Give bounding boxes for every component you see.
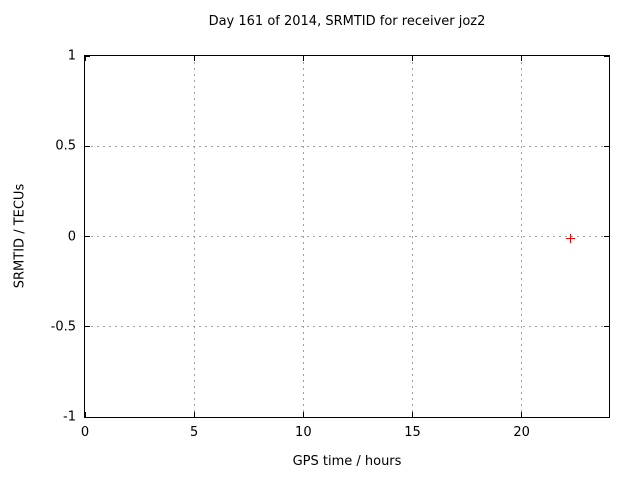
y-gridline xyxy=(85,145,609,147)
y-tick-right xyxy=(604,55,609,57)
y-tick-left xyxy=(85,326,90,328)
x-tick-label: 5 xyxy=(190,425,199,440)
x-tick-label: 0 xyxy=(80,425,90,440)
y-tick-right xyxy=(604,145,609,147)
plot-area: 0 5 10 15 20 -1 -0.5 0 0.5 1 xyxy=(51,49,610,440)
y-tick-left xyxy=(85,236,90,237)
y-tick-label: -1 xyxy=(63,409,76,425)
y-tick-right xyxy=(604,236,609,237)
x-axis-label: GPS time / hours xyxy=(292,454,402,469)
y-tick-right xyxy=(604,416,609,418)
chart-title: Day 161 of 2014, SRMTID for receiver joz… xyxy=(208,14,486,29)
y-tick-label: 1 xyxy=(67,48,76,64)
data-point-marker xyxy=(566,233,576,243)
x-tick-top xyxy=(521,56,523,61)
x-tick-label: 20 xyxy=(513,425,530,440)
y-tick-label: 0 xyxy=(67,229,76,244)
x-tick-bottom xyxy=(193,412,195,417)
x-tick-top xyxy=(193,56,195,61)
x-tick-bottom xyxy=(84,412,86,417)
x-tick-top xyxy=(302,56,304,61)
y-tick-label: 0.5 xyxy=(55,138,76,154)
y-axis-label: SRMTID / TECUs xyxy=(12,183,28,289)
y-gridline xyxy=(85,326,609,328)
x-tick-bottom xyxy=(521,412,523,417)
y-tick-left xyxy=(85,55,90,57)
x-tick-bottom xyxy=(412,412,413,417)
x-tick-top xyxy=(84,56,86,61)
x-tick-label: 10 xyxy=(295,425,312,440)
y-tick-right xyxy=(604,326,609,328)
x-tick-bottom xyxy=(302,412,304,417)
y-gridline xyxy=(85,236,609,237)
y-tick-left xyxy=(85,416,90,418)
y-tick-label: -0.5 xyxy=(50,319,76,335)
y-tick-left xyxy=(85,145,90,147)
x-tick-label: 15 xyxy=(404,425,421,440)
x-tick-top xyxy=(412,56,413,61)
